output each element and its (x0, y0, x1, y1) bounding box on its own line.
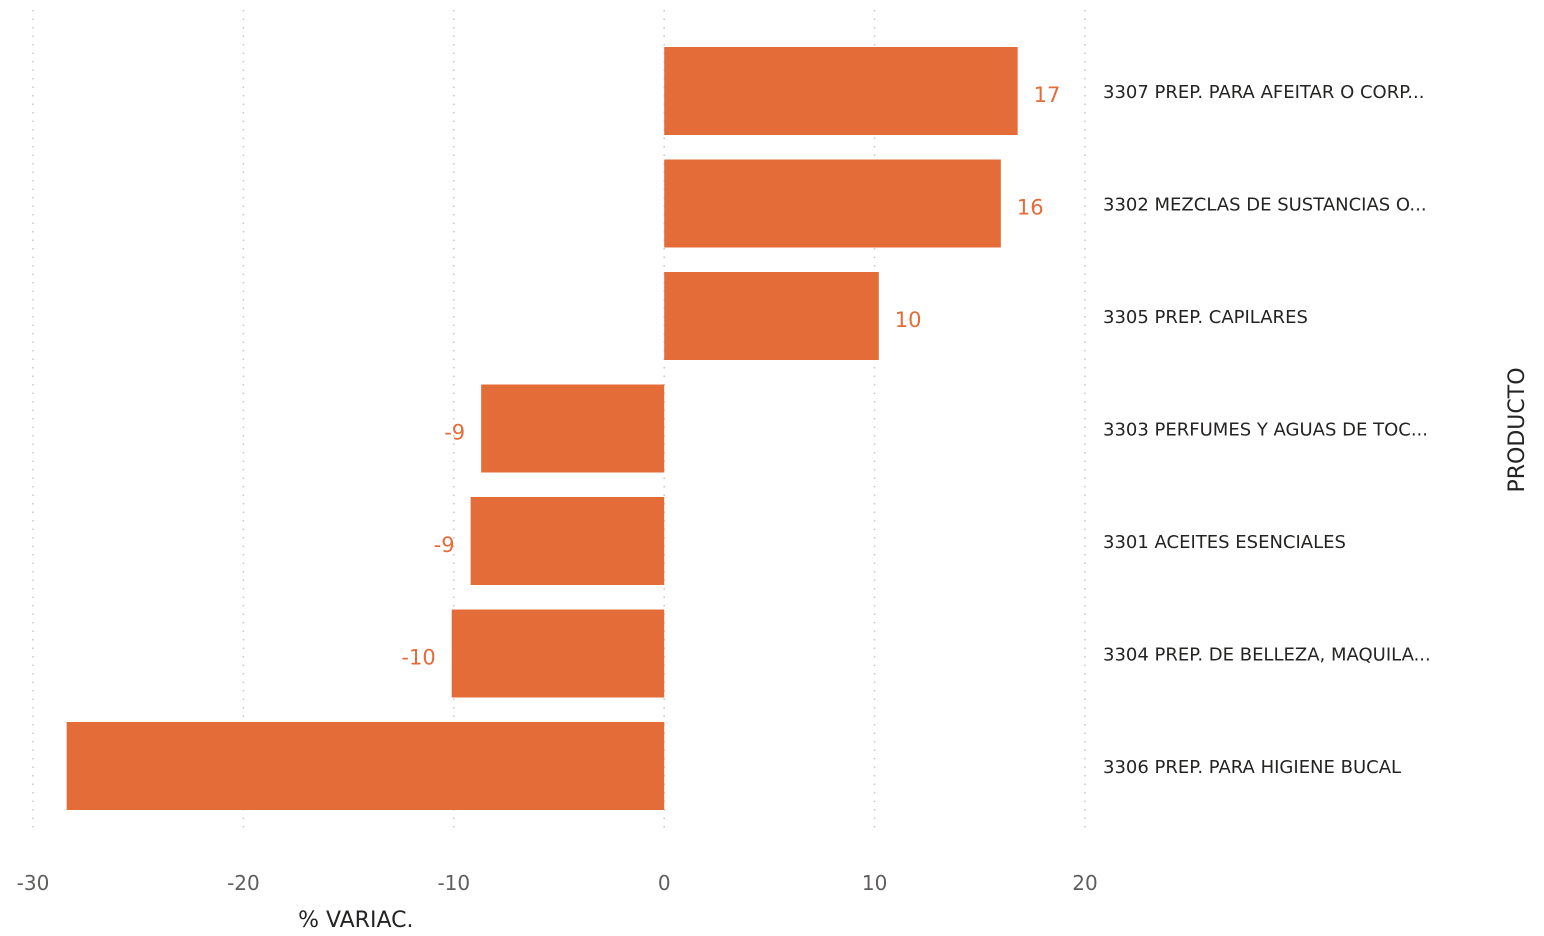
data-label: -9 (444, 421, 465, 445)
category-label: 3301 ACEITES ESENCIALES (1103, 532, 1346, 553)
x-tick-label: -20 (227, 871, 260, 895)
bar (66, 722, 665, 810)
bar (481, 384, 665, 473)
data-label: 16 (1017, 196, 1044, 220)
x-tick-label: 10 (862, 871, 887, 895)
category-label: 3307 PREP. PARA AFEITAR O CORP... (1103, 82, 1424, 103)
category-label: 3306 PREP. PARA HIGIENE BUCAL (1103, 757, 1401, 778)
bar (451, 609, 665, 698)
category-label: 3304 PREP. DE BELLEZA, MAQUILA... (1103, 645, 1431, 666)
bars (66, 47, 1018, 810)
bar (664, 272, 879, 360)
bar (470, 497, 665, 585)
bar (664, 159, 1001, 248)
x-tick-label: 0 (658, 871, 671, 895)
x-tick-label: -30 (17, 871, 50, 895)
x-axis-ticks: -30 -20 -10 0 10 20 (17, 871, 1098, 895)
data-label: -9 (434, 533, 455, 557)
category-label: 3302 MEZCLAS DE SUSTANCIAS O... (1103, 195, 1427, 216)
y-axis-title: PRODUCTO (1505, 367, 1530, 492)
data-label: 17 (1034, 83, 1061, 107)
bar (664, 47, 1018, 135)
category-label: 3303 PERFUMES Y AGUAS DE TOC... (1103, 420, 1428, 441)
category-labels: 3307 PREP. PARA AFEITAR O CORP... 3302 ME… (1103, 82, 1431, 778)
x-tick-label: 20 (1072, 871, 1097, 895)
x-tick-label: -10 (437, 871, 470, 895)
x-axis-title: % VARIAC. (298, 908, 413, 933)
data-label: 10 (895, 308, 922, 332)
gridlines (32, 10, 1086, 830)
data-labels: 17 16 10 -9 -9 -10 (401, 83, 1060, 670)
category-label: 3305 PREP. CAPILARES (1103, 307, 1308, 328)
data-label: -10 (401, 646, 435, 670)
